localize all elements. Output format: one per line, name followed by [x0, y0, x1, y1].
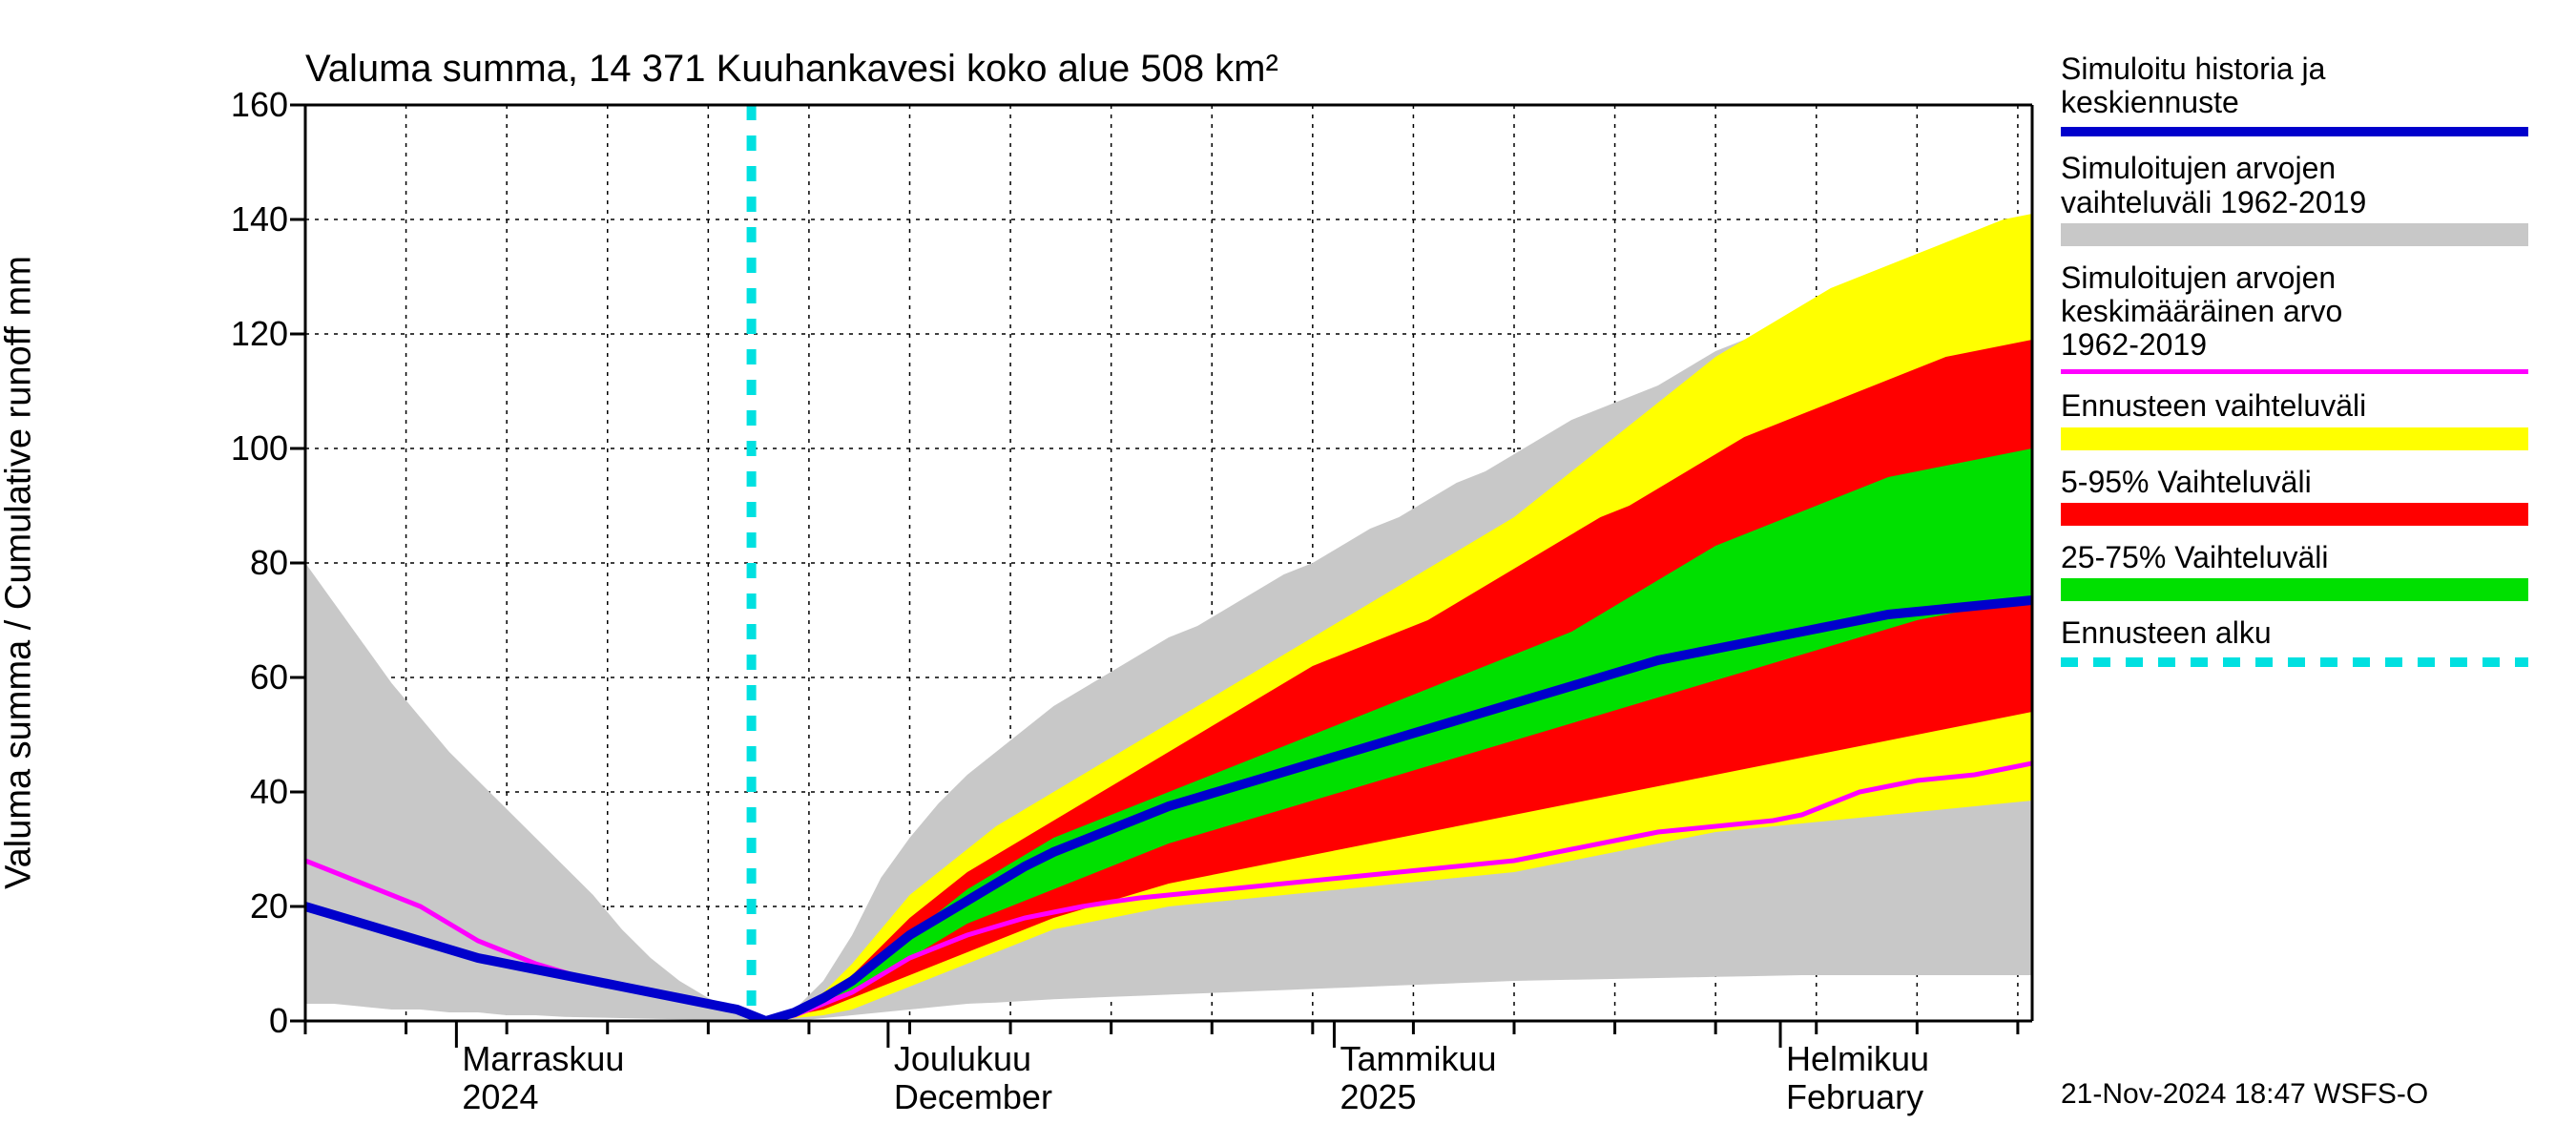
svg-text:40: 40	[250, 772, 288, 811]
svg-text:Marraskuu: Marraskuu	[462, 1039, 624, 1078]
svg-text:0: 0	[269, 1001, 288, 1040]
svg-text:Helmikuu: Helmikuu	[1786, 1039, 1929, 1078]
svg-text:160: 160	[231, 85, 288, 124]
legend-label: Ennusteen vaihteluväli	[2061, 389, 2538, 423]
svg-text:Tammikuu: Tammikuu	[1340, 1039, 1496, 1078]
svg-text:2024: 2024	[462, 1077, 538, 1116]
svg-text:December: December	[894, 1077, 1052, 1116]
svg-text:80: 80	[250, 543, 288, 582]
legend-swatch	[2061, 427, 2528, 450]
svg-text:100: 100	[231, 428, 288, 468]
svg-text:2025: 2025	[1340, 1077, 1416, 1116]
svg-text:20: 20	[250, 886, 288, 926]
legend: Simuloitu historia jakeskiennusteSimuloi…	[2061, 52, 2538, 682]
legend-item: Simuloitu historia jakeskiennuste	[2061, 52, 2538, 136]
legend-label: Ennusteen alku	[2061, 616, 2538, 650]
legend-label: Simuloitujen arvojen	[2061, 152, 2538, 185]
legend-label: Simuloitu historia ja	[2061, 52, 2538, 86]
legend-label: 5-95% Vaihteluväli	[2061, 466, 2538, 499]
legend-item: Ennusteen alku	[2061, 616, 2538, 667]
legend-swatch	[2061, 369, 2528, 374]
legend-item: Ennusteen vaihteluväli	[2061, 389, 2538, 449]
legend-item: Simuloitujen arvojenkeskimääräinen arvo …	[2061, 261, 2538, 375]
legend-swatch	[2061, 223, 2528, 246]
svg-text:Joulukuu: Joulukuu	[894, 1039, 1031, 1078]
svg-text:140: 140	[231, 199, 288, 239]
legend-label: vaihteluväli 1962-2019	[2061, 186, 2538, 219]
legend-label: keskimääräinen arvo	[2061, 295, 2538, 328]
legend-label: 1962-2019	[2061, 328, 2538, 362]
legend-swatch	[2061, 578, 2528, 601]
legend-item: 5-95% Vaihteluväli	[2061, 466, 2538, 526]
legend-item: Simuloitujen arvojenvaihteluväli 1962-20…	[2061, 152, 2538, 245]
legend-swatch	[2061, 657, 2528, 667]
legend-label: keskiennuste	[2061, 86, 2538, 119]
legend-label: Simuloitujen arvojen	[2061, 261, 2538, 295]
legend-label: 25-75% Vaihteluväli	[2061, 541, 2538, 574]
legend-swatch	[2061, 503, 2528, 526]
chart-container: Valuma summa, 14 371 Kuuhankavesi koko a…	[0, 0, 2576, 1145]
legend-item: 25-75% Vaihteluväli	[2061, 541, 2538, 601]
svg-text:120: 120	[231, 314, 288, 353]
svg-text:February: February	[1786, 1077, 1923, 1116]
svg-text:60: 60	[250, 657, 288, 697]
timestamp: 21-Nov-2024 18:47 WSFS-O	[2061, 1078, 2428, 1111]
legend-swatch	[2061, 127, 2528, 136]
